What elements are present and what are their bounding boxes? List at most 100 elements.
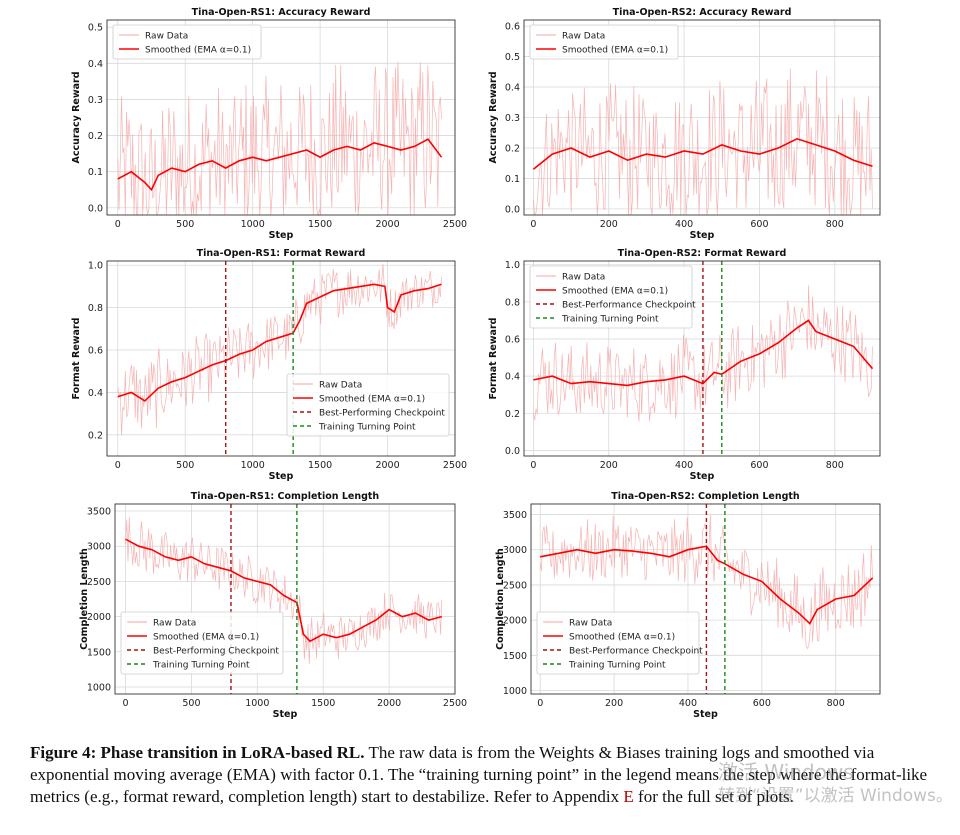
x-tick-label: 2000 (375, 219, 399, 230)
y-tick-label: 2000 (503, 616, 527, 627)
y-tick-label: 1500 (503, 651, 527, 662)
y-tick-label: 0.4 (88, 388, 103, 399)
y-tick-label: 0.2 (505, 143, 520, 154)
x-tick-label: 400 (675, 460, 693, 471)
legend-label: Training Turning Point (152, 661, 250, 671)
y-tick-label: 0.8 (505, 297, 520, 308)
legend-label: Best-Performing Checkpoint (153, 647, 279, 657)
x-axis-label: Step (269, 230, 294, 241)
figure-caption: Figure 4: Phase transition in LoRA-based… (30, 742, 945, 808)
x-tick-label: 500 (176, 460, 194, 471)
x-tick-label: 2500 (443, 698, 467, 709)
y-tick-label: 0.2 (88, 131, 103, 142)
x-tick-label: 600 (750, 219, 768, 230)
x-tick-label: 200 (605, 698, 623, 709)
y-tick-label: 0.5 (505, 52, 520, 63)
y-axis-label: Accuracy Reward (488, 71, 499, 163)
x-tick-label: 2500 (443, 219, 467, 230)
x-tick-label: 400 (679, 698, 697, 709)
chart-panel-rs1-len: 0 500 1000 1500 2000 2500 1000 1500 2000 2500 3000… (79, 491, 467, 720)
x-tick-label: 1500 (308, 460, 332, 471)
y-tick-label: 0.6 (88, 346, 103, 357)
legend-label: Best-Performance Checkpoint (562, 301, 696, 311)
legend-label: Smoothed (EMA α=0.1) (145, 46, 251, 56)
chart-panel-rs2-len: 0 200 400 600 800 1000 1500 2000 2500 3000 3500 Tin… (495, 491, 881, 720)
x-tick-label: 0 (115, 219, 121, 230)
legend-label: Raw Data (319, 381, 362, 391)
legend-label: Best-Performance Checkpoint (569, 647, 703, 657)
plot-frame (106, 260, 456, 457)
legend-label: Training Turning Point (568, 661, 666, 671)
x-tick-label: 2000 (375, 460, 399, 471)
x-axis-label: Step (269, 471, 294, 482)
chart-title: Tina-Open-RS2: Completion Length (611, 491, 800, 502)
legend-box (120, 611, 284, 675)
legend-label: Smoothed (EMA α=0.1) (562, 287, 668, 297)
legend-label: Training Turning Point (318, 423, 416, 433)
y-tick-label: 0.4 (505, 83, 520, 94)
legend-label: Smoothed (EMA α=0.1) (562, 46, 668, 56)
chart-title: Tina-Open-RS1: Completion Length (191, 491, 380, 502)
x-tick-label: 500 (176, 219, 194, 230)
y-tick-label: 1000 (503, 686, 527, 697)
y-tick-label: 1.0 (88, 261, 103, 272)
y-tick-label: 3000 (87, 542, 111, 553)
caption-label: Figure 4: Phase transition in LoRA-based… (30, 743, 365, 762)
y-axis-label: Accuracy Reward (71, 71, 82, 163)
y-tick-label: 0.2 (88, 430, 103, 441)
y-tick-label: 1.0 (505, 260, 520, 271)
x-tick-label: 800 (826, 219, 844, 230)
x-tick-label: 0 (537, 698, 543, 709)
x-axis-label: Step (693, 709, 718, 720)
chart-panel-rs1-fmt: 0 500 1000 1500 2000 2500 0.2 0.4 0.6 0.8 1.0 Tina-… (71, 248, 467, 482)
y-tick-label: 0.1 (88, 167, 103, 178)
y-tick-label: 2500 (503, 580, 527, 591)
y-tick-label: 0.4 (88, 59, 103, 70)
x-tick-label: 2000 (377, 698, 401, 709)
legend-box (529, 24, 679, 60)
legend-box (529, 265, 693, 329)
plot-frame (106, 19, 456, 216)
plot-frame (530, 503, 881, 695)
legend-label: Raw Data (569, 619, 612, 629)
y-tick-label: 0.2 (505, 409, 520, 420)
x-tick-label: 1000 (241, 460, 265, 471)
appendix-link[interactable]: E (623, 787, 634, 806)
x-tick-label: 400 (675, 219, 693, 230)
raw-data-line (533, 68, 873, 217)
y-tick-label: 0.6 (505, 22, 520, 33)
x-tick-label: 1000 (245, 698, 269, 709)
x-tick-label: 600 (750, 460, 768, 471)
x-tick-label: 200 (600, 460, 618, 471)
legend-label: Raw Data (153, 619, 196, 629)
y-tick-label: 0.0 (88, 203, 103, 214)
legend-label: Raw Data (562, 273, 605, 283)
caption-text-end: for the full set of plots. (638, 787, 794, 806)
legend-label: Smoothed (EMA α=0.1) (153, 633, 259, 643)
smoothed-ema-line (117, 138, 443, 192)
x-tick-label: 0 (530, 460, 536, 471)
raw-data-line (117, 61, 442, 217)
y-tick-label: 3500 (87, 507, 111, 518)
y-tick-label: 1500 (87, 647, 111, 658)
chart-title: Tina-Open-RS1: Format Reward (197, 248, 366, 259)
raw-data-line (533, 285, 873, 422)
chart-title: Tina-Open-RS1: Accuracy Reward (192, 7, 371, 18)
y-tick-label: 0.6 (505, 335, 520, 346)
legend-label: Training Turning Point (561, 315, 659, 325)
legend-box (112, 24, 262, 60)
x-axis-label: Step (690, 230, 715, 241)
y-axis-label: Completion Length (79, 548, 90, 650)
raw-data-line (125, 517, 443, 665)
y-tick-label: 3000 (503, 545, 527, 556)
legend-box (286, 373, 450, 437)
legend-label: Smoothed (EMA α=0.1) (569, 633, 675, 643)
y-tick-label: 0.5 (88, 23, 103, 34)
x-tick-label: 0 (530, 219, 536, 230)
chart-panel-rs2-acc: 0 200 400 600 800 0.0 0.1 0.2 0.3 0.4 0.5 0.6 Tina-O… (488, 7, 881, 241)
y-axis-label: Format Reward (488, 318, 499, 400)
raw-data-line (539, 515, 873, 650)
x-tick-label: 0 (123, 698, 129, 709)
x-tick-label: 2500 (443, 460, 467, 471)
x-axis-label: Step (273, 709, 298, 720)
